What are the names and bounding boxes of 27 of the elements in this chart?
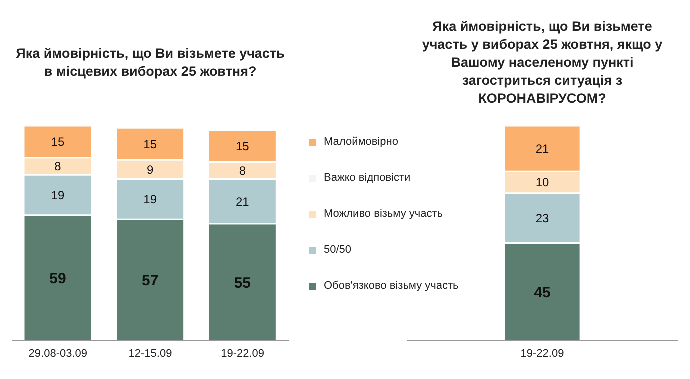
legend-label: Можливо візьму участь <box>324 208 444 220</box>
data-label: 19 <box>51 188 65 202</box>
legend-label: Важко відповісти <box>324 172 411 184</box>
data-label: 45 <box>534 284 551 302</box>
legend-label: Малоймовірно <box>324 136 398 148</box>
chart-title: Яка ймовірність, що Ви візьмете участь в місцевих виборах 25 жовтня? <box>15 45 286 81</box>
x-tick-label: 19-22.09 <box>520 348 564 360</box>
data-label: 59 <box>50 270 66 288</box>
data-label: 55 <box>234 274 252 292</box>
legend-label: 50/50 <box>324 244 352 256</box>
x-tick-label: 12-15.09 <box>128 348 172 360</box>
data-label: 9 <box>146 162 154 177</box>
x-tick-label: 19-22.09 <box>221 348 265 360</box>
text: Обов'язково візьму участь <box>324 280 459 292</box>
chart-title: Яка ймовірність, що Ви візьмете участь у виборах 25 жовтня, якщо у Вашому населеному пункті загостриться ситуація з КОРОНАВІРУСОМ? <box>421 18 664 108</box>
data-label: 23 <box>536 212 550 226</box>
data-label: 15 <box>51 135 65 150</box>
data-label: 15 <box>144 137 158 152</box>
data-label: 21 <box>236 194 250 209</box>
data-label: 15 <box>236 139 250 154</box>
data-label: 57 <box>142 272 159 290</box>
data-label: 8 <box>239 164 246 178</box>
data-label: 21 <box>536 142 550 156</box>
data-label: 10 <box>536 176 550 190</box>
data-label: 8 <box>54 160 62 174</box>
x-tick-label: 29.08-03.09 <box>28 348 88 360</box>
data-label: 19 <box>144 192 158 207</box>
